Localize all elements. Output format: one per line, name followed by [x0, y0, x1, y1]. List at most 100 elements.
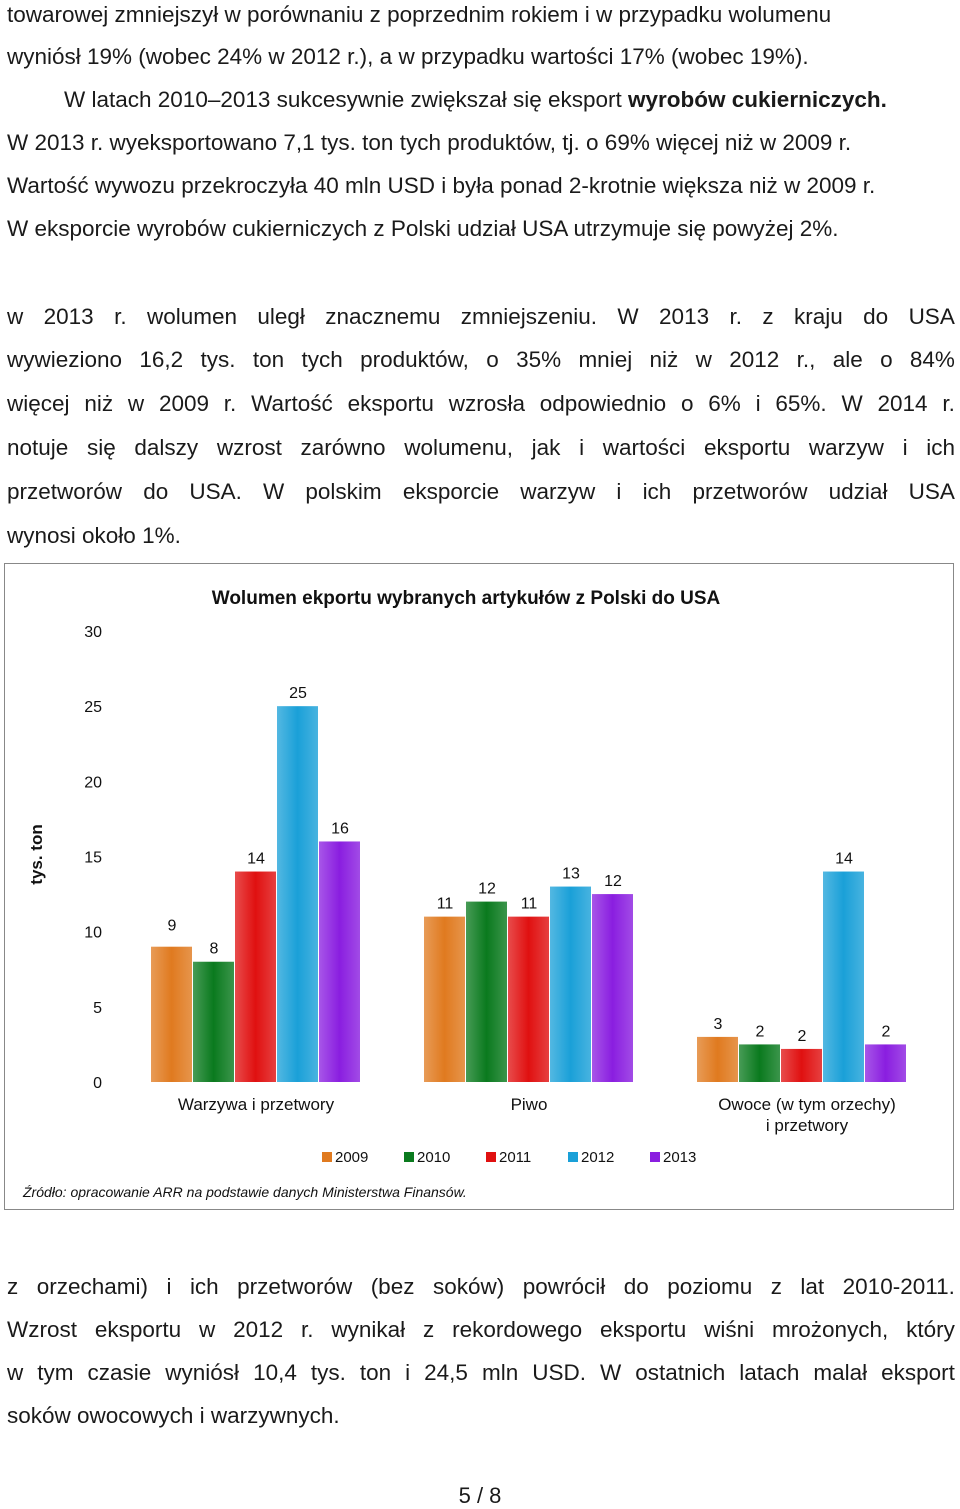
word: niż [84, 391, 114, 416]
word: i [166, 1274, 172, 1299]
y-tick-label: 25 [84, 699, 102, 716]
word: ton [359, 1360, 392, 1385]
word: USA. [189, 479, 242, 504]
word: powrócił [522, 1274, 606, 1299]
text-line: wynosi około 1%. [7, 523, 181, 548]
word: 35% [516, 347, 562, 372]
word: eksportu [347, 391, 434, 416]
word: i [902, 435, 908, 460]
word: 2010-2011. [842, 1274, 955, 1299]
text-line: wyniósł 19% (wobec 24% w 2012 r.), a w p… [7, 44, 809, 69]
word: znacznemu [325, 304, 441, 329]
data-label: 13 [562, 866, 580, 883]
word: kraju [794, 304, 843, 329]
legend-swatch [568, 1152, 578, 1162]
word: eksportu [94, 1317, 182, 1342]
data-label: 16 [331, 820, 349, 837]
word: ton [252, 347, 285, 372]
word: z [7, 1274, 19, 1299]
legend-label: 2011 [499, 1149, 531, 1166]
word: eksportu [600, 1317, 687, 1342]
text-line: z orzechami) i ich przetworów (bez soków) powró… [7, 1272, 955, 1302]
word: USA [908, 304, 955, 329]
category-label: Owoce (w tym orzechy) [718, 1095, 896, 1114]
bar-chart: Wolumen ekportu wybranych artykułów z Po… [22, 588, 906, 1200]
y-axis-label: tys. ton [27, 824, 46, 884]
word: odpowiednio [539, 391, 667, 416]
word: wywieziono [7, 347, 123, 372]
word: o [486, 347, 499, 372]
word: W [841, 391, 863, 416]
word: lat [800, 1274, 825, 1299]
word: eksportu [703, 435, 791, 460]
word: warzyw [520, 479, 596, 504]
data-label: 14 [835, 851, 853, 868]
word: 6% [708, 391, 741, 416]
text-line: towarowej zmniejszył w porównaniu z popr… [7, 2, 832, 27]
word: polskim [305, 479, 382, 504]
y-tick-label: 15 [84, 850, 102, 867]
word: latach [739, 1360, 800, 1385]
word: USA [908, 479, 955, 504]
word: się [86, 435, 116, 460]
bar [592, 894, 633, 1082]
word: w [695, 347, 712, 372]
word: i [579, 435, 585, 460]
word: r. [114, 304, 127, 329]
word: 2012 [729, 347, 780, 372]
word: W [617, 304, 639, 329]
legend-swatch [322, 1152, 332, 1162]
data-label: 2 [756, 1023, 765, 1040]
bar [193, 961, 234, 1082]
bar [319, 841, 360, 1082]
word: do [863, 304, 889, 329]
bar [739, 1044, 780, 1082]
data-label: 2 [882, 1023, 891, 1040]
data-label: 2 [798, 1028, 807, 1045]
legend-label: 2013 [663, 1149, 696, 1166]
word: tys. [200, 347, 236, 372]
bar [697, 1036, 738, 1082]
word: ostatnich [635, 1360, 726, 1385]
y-tick-label: 30 [84, 624, 102, 641]
word: (bez [370, 1274, 415, 1299]
word: zarówno [300, 435, 386, 460]
bar [424, 916, 465, 1082]
text-line: więcej niż w 2009 r. Wartość eksportu wzrosła od… [7, 389, 955, 419]
word: o [880, 347, 893, 372]
word: dalszy [134, 435, 199, 460]
text-line: W 2013 r. wyeksportowano 7,1 tys. ton ty… [7, 130, 852, 155]
text-line: w 2013 r. wolumen uległ znacznemu zmniejszeniu… [7, 302, 955, 332]
y-tick-label: 5 [93, 1000, 102, 1017]
word: malał [813, 1360, 868, 1385]
word: tys. [310, 1360, 346, 1385]
word: r., [796, 347, 816, 372]
word: soków) [432, 1274, 505, 1299]
word: do [143, 479, 169, 504]
bar [865, 1044, 906, 1082]
data-label: 12 [478, 881, 496, 898]
word: o [680, 391, 694, 416]
word: ich [189, 1274, 219, 1299]
data-label: 11 [437, 896, 454, 913]
word: 2012 [233, 1317, 284, 1342]
word: 84% [909, 347, 955, 372]
y-tick-label: 20 [84, 774, 102, 791]
word: 2013 [43, 304, 94, 329]
text-line: notuje się dalszy wzrost zarówno wolumenu, jak… [7, 433, 955, 463]
word: mniej [578, 347, 633, 372]
word: 2009 [158, 391, 209, 416]
data-label: 11 [521, 896, 538, 913]
legend-swatch [486, 1152, 496, 1162]
word: r. [223, 391, 237, 416]
word: w [127, 391, 145, 416]
word: eksporcie [402, 479, 500, 504]
legend-label: 2010 [417, 1149, 450, 1166]
word: który [906, 1317, 955, 1342]
y-tick-label: 0 [93, 1075, 102, 1092]
word: przetworów [237, 1274, 353, 1299]
word: r. [301, 1317, 314, 1342]
text-line: wywieziono 16,2 tys. ton tych produktów, o 35% m… [7, 345, 955, 375]
chart-figure: Wolumen ekportu wybranych artykułów z Po… [4, 563, 954, 1210]
word: udział [828, 479, 888, 504]
